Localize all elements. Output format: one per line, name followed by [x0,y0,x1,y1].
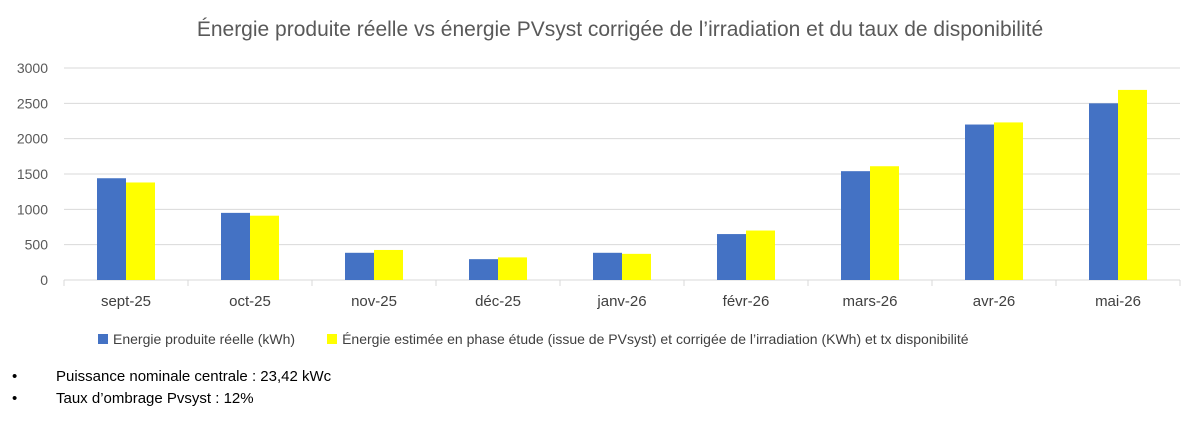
bar-series-1 [717,234,746,280]
bullet-icon: • [12,368,18,385]
y-tick-label: 500 [25,237,49,253]
bar-series-2 [870,166,899,280]
note-text: Puissance nominale centrale : 23,42 kWc [56,368,332,385]
bar-series-1 [97,178,126,280]
x-tick-label: oct-25 [229,293,271,310]
bar-series-1 [469,259,498,280]
x-tick-label: sept-25 [101,293,151,310]
y-tick-label: 1000 [17,201,48,217]
bar-series-2 [498,257,527,280]
x-tick-label: mai-26 [1095,293,1141,310]
x-tick-label: févr-26 [723,293,770,310]
x-tick-label: nov-25 [351,293,397,310]
legend-label-series-1: Energie produite réelle (kWh) [113,331,296,347]
x-tick-label: avr-26 [973,293,1016,310]
legend-item-series-2: Énergie estimée en phase étude (issue de… [327,331,969,347]
x-tick-label: mars-26 [842,293,897,310]
legend-swatch-series-2 [327,334,338,344]
bar-series-1 [1089,103,1118,280]
bullet-icon: • [12,390,18,407]
legend-swatch-series-1 [98,334,108,344]
chart-title: Énergie produite réelle vs énergie PVsys… [196,18,1044,41]
legend: Energie produite réelle (kWh) Énergie es… [98,331,969,347]
bar-series-2 [994,122,1023,280]
legend-label-series-2: Énergie estimée en phase étude (issue de… [342,331,969,347]
legend-item-series-1: Energie produite réelle (kWh) [98,331,295,347]
y-tick-label: 2000 [17,131,48,147]
y-tick-label: 0 [40,272,48,288]
bar-series-2 [746,230,775,280]
bar-series-2 [1118,89,1147,280]
y-tick-label: 2500 [17,95,48,111]
bar-chart: 0 500 1000 1500 2000 2500 3000 sept-25 oct-25 nov… [17,60,1181,310]
x-tick-label: déc-25 [475,293,521,310]
x-tick-label: janv-26 [596,293,646,310]
bar-series-1 [593,252,622,280]
bar-series-1 [841,171,870,280]
note-text: Taux d’ombrage Pvsyst : 12% [56,390,254,407]
bar-series-1 [965,124,994,281]
bar-series-2 [374,249,403,280]
bar-series-2 [622,253,651,280]
bar-series-1 [221,212,250,280]
bar-series-2 [250,215,279,280]
bar-series-2 [126,182,155,280]
bar-series-1 [345,252,374,280]
y-tick-label: 3000 [17,60,48,76]
y-tick-label: 1500 [17,166,48,182]
